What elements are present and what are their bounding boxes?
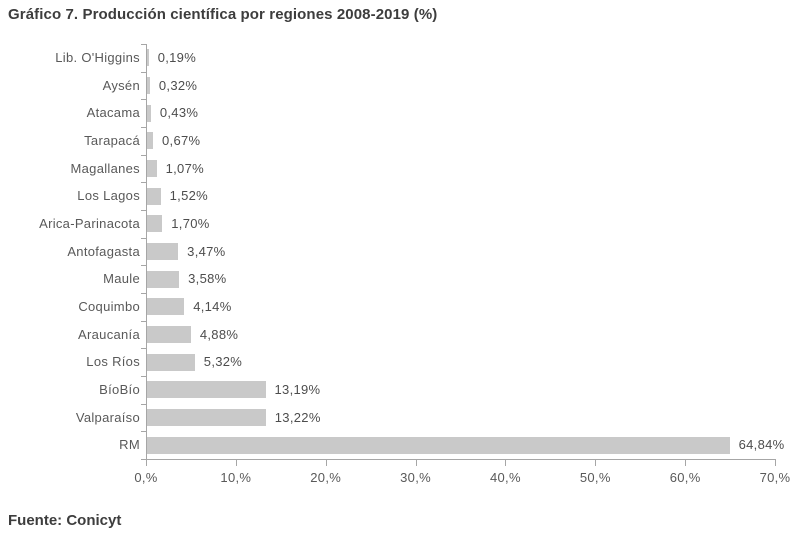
value-label: 64,84%	[738, 437, 785, 453]
value-label: 0,43%	[159, 105, 199, 121]
bar	[147, 409, 266, 426]
x-axis-tick	[505, 459, 507, 466]
y-axis-tick	[141, 265, 146, 267]
x-axis-tick	[415, 459, 417, 466]
x-axis-tick	[146, 459, 147, 466]
x-axis-tick	[685, 459, 687, 466]
value-label: 5,32%	[203, 354, 243, 370]
category-label: RM	[119, 437, 140, 453]
category-label: Antofagasta	[67, 243, 140, 259]
x-axis-tick	[775, 459, 776, 466]
value-label: 3,47%	[187, 243, 226, 259]
category-label: Maule	[103, 271, 140, 287]
y-axis-tick	[141, 71, 146, 73]
category-label: Magallanes	[70, 160, 140, 176]
value-label: 13,22%	[274, 409, 321, 425]
y-axis-tick	[141, 376, 146, 377]
value-label: 4,88%	[199, 326, 239, 342]
bar	[147, 353, 195, 371]
bar	[147, 270, 180, 288]
bar	[147, 381, 266, 399]
x-axis-tick-label: 10,%	[220, 470, 252, 485]
value-label: 4,14%	[193, 298, 232, 314]
value-label: 0,67%	[162, 132, 201, 148]
x-axis-tick-label: 30,%	[400, 470, 431, 485]
category-label: Araucanía	[78, 326, 140, 342]
x-axis-line	[141, 459, 776, 460]
bar	[147, 132, 154, 150]
y-axis-tick	[141, 320, 146, 322]
value-label: 1,07%	[165, 160, 204, 176]
x-axis-tick	[325, 459, 327, 466]
y-axis-tick	[141, 348, 146, 350]
bar	[147, 326, 191, 343]
category-label: Atacama	[86, 105, 140, 121]
y-axis-tick	[141, 182, 146, 184]
source-note: Fuente: Conicyt	[8, 512, 122, 529]
value-label: 1,52%	[169, 188, 209, 204]
y-axis-tick	[141, 127, 146, 128]
category-label: Lib. O'Higgins	[55, 49, 140, 65]
y-axis-line	[146, 44, 147, 459]
x-axis-tick-label: 0,%	[134, 470, 158, 485]
category-label: Los Lagos	[77, 188, 140, 204]
y-axis-tick	[141, 154, 146, 156]
category-label: Arica-Parinacota	[39, 215, 140, 231]
bar-chart-plot-area: 0,% 10,% 20,% 30,% 40,% 50,% 60,% 70,% Lib. O'Hi…	[39, 44, 791, 485]
y-axis-tick	[141, 99, 146, 101]
value-label: 13,19%	[274, 381, 321, 397]
x-axis-tick-label: 50,%	[579, 470, 611, 485]
category-label: Tarapacá	[84, 132, 140, 148]
bar	[147, 77, 150, 94]
bar	[147, 104, 151, 122]
bar	[147, 436, 730, 454]
y-axis-tick	[141, 459, 146, 460]
x-axis-tick	[235, 459, 237, 466]
category-label: BíoBío	[99, 381, 140, 397]
y-axis-tick	[141, 293, 146, 294]
x-axis-tick-label: 70,%	[759, 470, 791, 485]
category-label: Aysén	[102, 77, 140, 93]
category-label: Coquimbo	[78, 298, 140, 314]
x-axis-tick	[595, 459, 597, 466]
bar	[147, 298, 185, 316]
bar	[147, 187, 161, 205]
bar	[147, 49, 149, 67]
bar	[147, 243, 179, 260]
bar	[147, 160, 157, 177]
value-label: 3,58%	[188, 271, 227, 287]
chart-title: Gráfico 7. Producción científica por reg…	[8, 6, 438, 23]
x-axis-tick-label: 40,%	[490, 470, 521, 485]
x-axis-tick-label: 20,%	[310, 470, 342, 485]
y-axis-tick	[141, 44, 146, 45]
category-label: Valparaíso	[75, 409, 140, 425]
category-label: Los Ríos	[86, 354, 140, 370]
y-axis-tick	[141, 431, 146, 433]
y-axis-tick	[141, 403, 146, 405]
value-label: 0,19%	[157, 49, 197, 65]
value-label: 0,32%	[158, 77, 198, 93]
value-label: 1,70%	[171, 215, 210, 231]
y-axis-tick	[141, 210, 146, 211]
y-axis-tick	[141, 237, 146, 239]
x-axis-tick-label: 60,%	[669, 470, 701, 485]
bar	[147, 215, 163, 233]
